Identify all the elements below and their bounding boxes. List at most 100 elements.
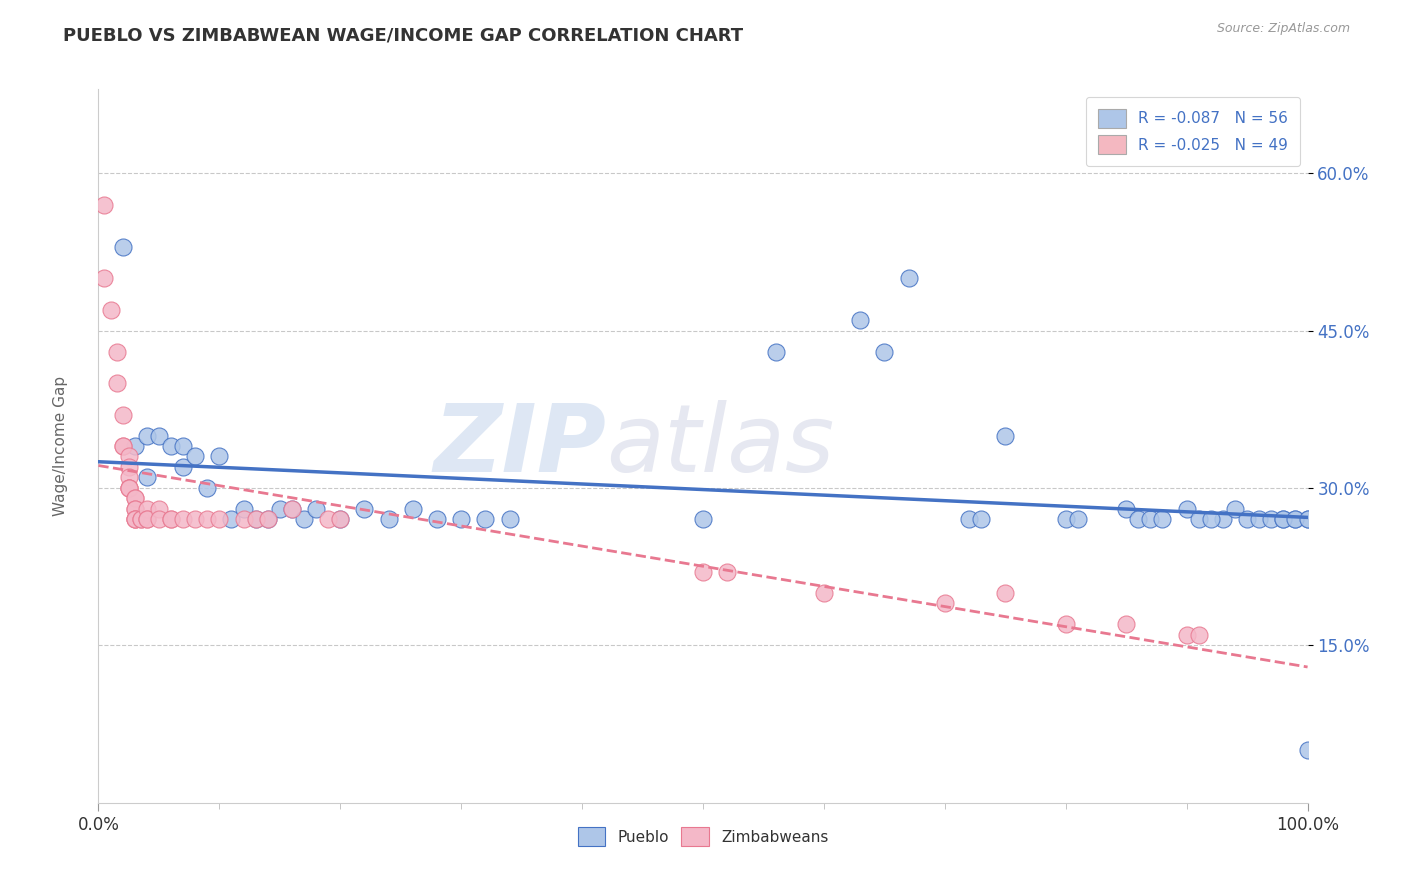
Point [970, 512, 993, 526]
Point [105, 376, 128, 390]
Point [1284, 512, 1306, 526]
Point [135, 502, 157, 516]
Point [1128, 512, 1150, 526]
Point [111, 439, 134, 453]
Point [1139, 512, 1161, 526]
Point [184, 450, 207, 464]
Point [160, 439, 183, 453]
Legend: Pueblo, Zimbabweans: Pueblo, Zimbabweans [572, 822, 834, 852]
Point [124, 491, 146, 506]
Point [450, 512, 472, 526]
Point [1199, 512, 1222, 526]
Point [124, 491, 146, 506]
Point [692, 565, 714, 579]
Point [124, 512, 146, 526]
Point [873, 344, 896, 359]
Point [129, 512, 152, 526]
Point [1175, 628, 1198, 642]
Point [195, 512, 218, 526]
Point [1212, 512, 1234, 526]
Point [124, 512, 146, 526]
Point [172, 460, 194, 475]
Point [329, 512, 352, 526]
Point [184, 512, 207, 526]
Point [765, 344, 787, 359]
Point [957, 512, 980, 526]
Point [111, 408, 134, 422]
Point [195, 481, 218, 495]
Text: ZIP: ZIP [433, 400, 606, 492]
Text: Source: ZipAtlas.com: Source: ZipAtlas.com [1216, 22, 1350, 36]
Point [316, 512, 339, 526]
Point [292, 512, 315, 526]
Point [994, 428, 1017, 442]
Text: PUEBLO VS ZIMBABWEAN WAGE/INCOME GAP CORRELATION CHART: PUEBLO VS ZIMBABWEAN WAGE/INCOME GAP COR… [63, 27, 744, 45]
Point [692, 512, 714, 526]
Point [148, 512, 170, 526]
Point [1067, 512, 1090, 526]
Point [105, 344, 128, 359]
Point [118, 460, 141, 475]
Point [269, 502, 291, 516]
Point [1188, 628, 1211, 642]
Point [135, 470, 157, 484]
Point [256, 512, 278, 526]
Point [426, 512, 449, 526]
Point [172, 439, 194, 453]
Point [1115, 617, 1137, 632]
Point [353, 502, 375, 516]
Point [402, 502, 425, 516]
Point [1054, 512, 1077, 526]
Point [281, 502, 304, 516]
Point [994, 586, 1017, 600]
Point [135, 512, 157, 526]
Point [245, 512, 267, 526]
Point [1175, 502, 1198, 516]
Point [118, 470, 141, 484]
Point [124, 439, 146, 453]
Point [172, 512, 194, 526]
Point [377, 512, 399, 526]
Y-axis label: Wage/Income Gap: Wage/Income Gap [53, 376, 69, 516]
Point [208, 450, 231, 464]
Point [232, 502, 254, 516]
Point [100, 302, 122, 317]
Point [498, 512, 520, 526]
Point [148, 502, 170, 516]
Point [1236, 512, 1258, 526]
Point [118, 481, 141, 495]
Point [474, 512, 496, 526]
Point [1054, 617, 1077, 632]
Point [232, 512, 254, 526]
Point [124, 502, 146, 516]
Point [1249, 512, 1271, 526]
Point [256, 512, 278, 526]
Point [1296, 743, 1319, 757]
Point [93, 197, 115, 211]
Point [329, 512, 352, 526]
Point [1296, 512, 1319, 526]
Point [124, 512, 146, 526]
Point [1284, 512, 1306, 526]
Point [897, 271, 920, 285]
Point [111, 239, 134, 253]
Text: atlas: atlas [606, 401, 835, 491]
Point [1296, 512, 1319, 526]
Point [135, 428, 157, 442]
Point [1188, 512, 1211, 526]
Point [93, 271, 115, 285]
Point [135, 512, 157, 526]
Point [1152, 512, 1174, 526]
Point [160, 512, 183, 526]
Point [1223, 502, 1246, 516]
Point [129, 512, 152, 526]
Point [305, 502, 328, 516]
Point [118, 481, 141, 495]
Point [849, 313, 872, 327]
Point [118, 481, 141, 495]
Point [124, 502, 146, 516]
Point [160, 512, 183, 526]
Point [1272, 512, 1295, 526]
Point [208, 512, 231, 526]
Point [118, 450, 141, 464]
